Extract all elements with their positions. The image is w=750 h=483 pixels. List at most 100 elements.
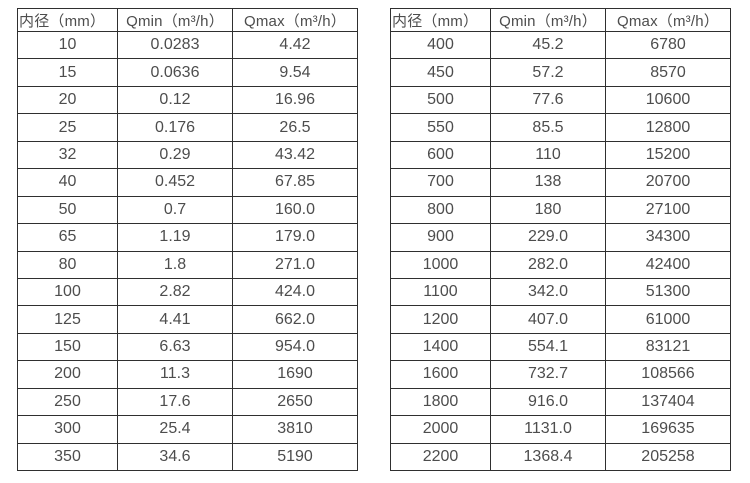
table-cell: 20: [17, 85, 118, 115]
table-cell: 34.6: [117, 442, 233, 472]
table-cell: 732.7: [490, 360, 606, 389]
table-cell: 160.0: [232, 195, 358, 225]
table-cell: 282.0: [490, 250, 606, 279]
table-row: 32 0.29 43.42: [17, 140, 358, 170]
table-cell: 34300: [605, 223, 731, 252]
table-cell: 0.176: [117, 113, 233, 142]
column-header: Qmin（m³/h）: [490, 8, 606, 32]
table-cell: 700: [390, 168, 491, 197]
table-cell: 407.0: [490, 305, 606, 334]
table-cell: 138: [490, 168, 606, 197]
table-cell: 32: [17, 140, 118, 170]
table-cell: 10600: [605, 85, 731, 115]
table-cell: 4.42: [232, 30, 358, 60]
table-cell: 2000: [390, 415, 491, 444]
table-row: 2200 1368.4 205258: [390, 442, 731, 472]
column-header: Qmax（m³/h）: [232, 8, 358, 32]
table-cell: 1131.0: [490, 415, 606, 444]
table-row: 1200 407.0 61000: [390, 305, 731, 334]
table-cell: 110: [490, 140, 606, 170]
table-cell: 0.0283: [117, 30, 233, 60]
table-cell: 1800: [390, 387, 491, 417]
table-row: 10 0.0283 4.42: [17, 30, 358, 60]
table-cell: 45.2: [490, 30, 606, 60]
table-row: 500 77.6 10600: [390, 85, 731, 115]
table-cell: 83121: [605, 332, 731, 362]
table-cell: 1.8: [117, 250, 233, 279]
table-cell: 300: [17, 415, 118, 444]
table-cell: 10: [17, 30, 118, 60]
table-cell: 42400: [605, 250, 731, 279]
table-cell: 400: [390, 30, 491, 60]
table-row: 800 180 27100: [390, 195, 731, 225]
header-row: 内径（mm） Qmin（m³/h） Qmax（m³/h）: [390, 8, 731, 32]
flow-spec-table-small-diameters: 内径（mm） Qmin（m³/h） Qmax（m³/h） 10 0.0283 4.42 15…: [17, 8, 358, 472]
table-row: 1800 916.0 137404: [390, 387, 731, 417]
table-row: 1400 554.1 83121: [390, 332, 731, 362]
table-cell: 1400: [390, 332, 491, 362]
table-row: 200 11.3 1690: [17, 360, 358, 389]
header-row: 内径（mm） Qmin（m³/h） Qmax（m³/h）: [17, 8, 358, 32]
table-cell: 179.0: [232, 223, 358, 252]
table-cell: 150: [17, 332, 118, 362]
table-cell: 424.0: [232, 277, 358, 307]
table-cell: 205258: [605, 442, 731, 472]
table-cell: 16.96: [232, 85, 358, 115]
table-cell: 500: [390, 85, 491, 115]
table-cell: 1368.4: [490, 442, 606, 472]
table-cell: 550: [390, 113, 491, 142]
table-row: 350 34.6 5190: [17, 442, 358, 472]
table-cell: 40: [17, 168, 118, 197]
table-row: 300 25.4 3810: [17, 415, 358, 444]
table-cell: 6.63: [117, 332, 233, 362]
table-row: 250 17.6 2650: [17, 387, 358, 417]
table-cell: 954.0: [232, 332, 358, 362]
flow-spec-table-large-diameters: 内径（mm） Qmin（m³/h） Qmax（m³/h） 400 45.2 6780 450…: [390, 8, 731, 472]
table-row: 40 0.452 67.85: [17, 168, 358, 197]
table-cell: 1000: [390, 250, 491, 279]
table-cell: 20700: [605, 168, 731, 197]
table-cell: 26.5: [232, 113, 358, 142]
table-cell: 25.4: [117, 415, 233, 444]
table-cell: 15: [17, 58, 118, 87]
table-cell: 125: [17, 305, 118, 334]
table-cell: 67.85: [232, 168, 358, 197]
table-cell: 80: [17, 250, 118, 279]
table-row: 125 4.41 662.0: [17, 305, 358, 334]
table-cell: 1690: [232, 360, 358, 389]
table-row: 50 0.7 160.0: [17, 195, 358, 225]
table-row: 600 110 15200: [390, 140, 731, 170]
table-cell: 2650: [232, 387, 358, 417]
table-cell: 450: [390, 58, 491, 87]
table-cell: 169635: [605, 415, 731, 444]
table-cell: 0.7: [117, 195, 233, 225]
table-cell: 0.12: [117, 85, 233, 115]
table-cell: 57.2: [490, 58, 606, 87]
column-header: 内径（mm）: [390, 8, 491, 32]
table-row: 15 0.0636 9.54: [17, 58, 358, 87]
table-cell: 271.0: [232, 250, 358, 279]
table-cell: 900: [390, 223, 491, 252]
table-cell: 1100: [390, 277, 491, 307]
table-cell: 2200: [390, 442, 491, 472]
table-cell: 77.6: [490, 85, 606, 115]
column-header: Qmin（m³/h）: [117, 8, 233, 32]
column-header: 内径（mm）: [17, 8, 118, 32]
table-cell: 51300: [605, 277, 731, 307]
table-cell: 137404: [605, 387, 731, 417]
table-cell: 342.0: [490, 277, 606, 307]
table-cell: 27100: [605, 195, 731, 225]
table-cell: 25: [17, 113, 118, 142]
table-row: 900 229.0 34300: [390, 223, 731, 252]
table-cell: 108566: [605, 360, 731, 389]
table-cell: 229.0: [490, 223, 606, 252]
table-row: 65 1.19 179.0: [17, 223, 358, 252]
table-row: 1600 732.7 108566: [390, 360, 731, 389]
table-row: 400 45.2 6780: [390, 30, 731, 60]
table-cell: 100: [17, 277, 118, 307]
table-cell: 6780: [605, 30, 731, 60]
column-header: Qmax（m³/h）: [605, 8, 731, 32]
table-cell: 17.6: [117, 387, 233, 417]
table-cell: 2.82: [117, 277, 233, 307]
table-cell: 15200: [605, 140, 731, 170]
